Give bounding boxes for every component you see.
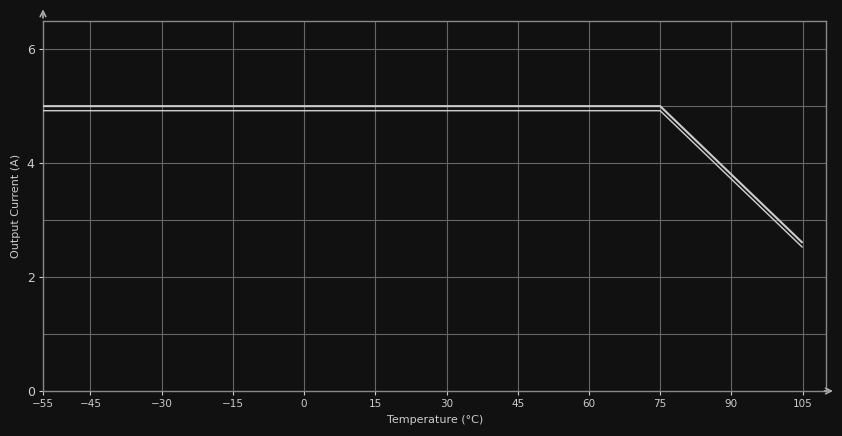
Y-axis label: Output Current (A): Output Current (A) xyxy=(11,154,21,258)
X-axis label: Temperature (°C): Temperature (°C) xyxy=(386,415,482,425)
